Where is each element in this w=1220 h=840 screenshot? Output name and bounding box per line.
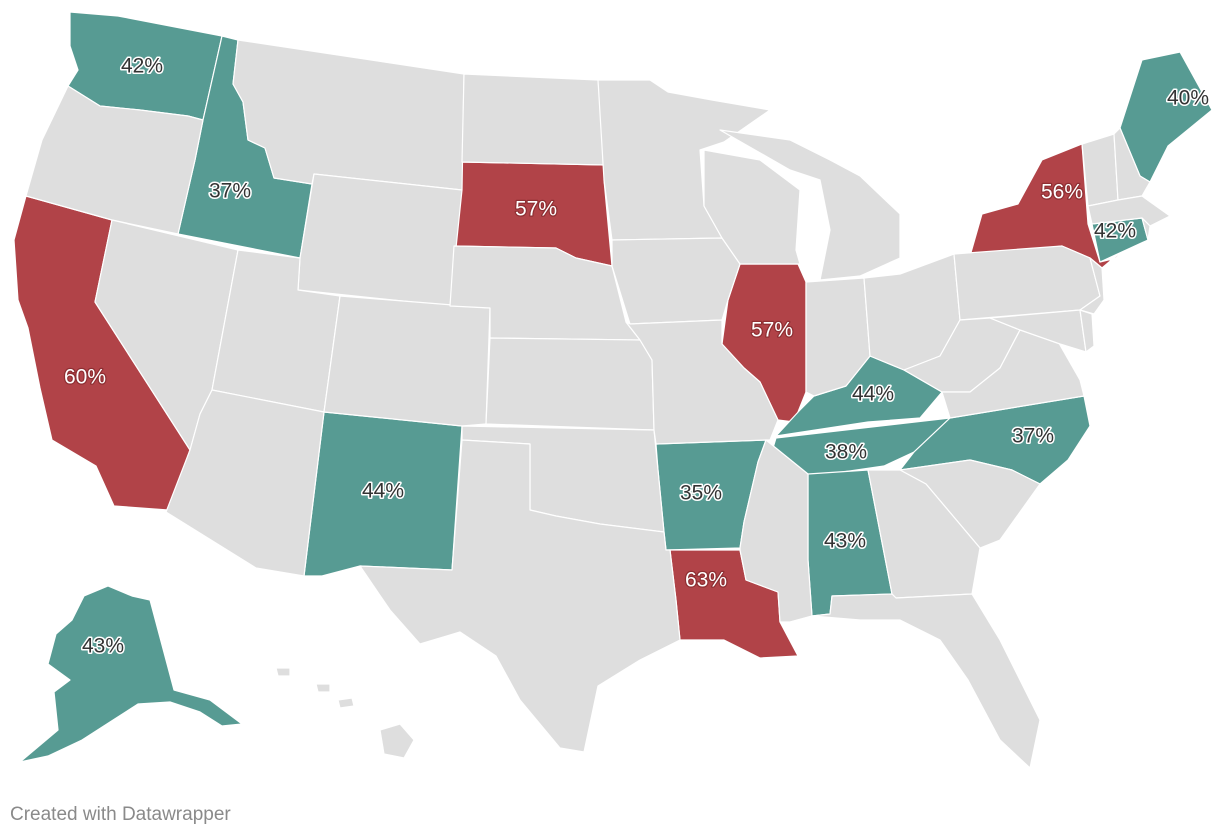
state-nd xyxy=(461,73,607,166)
state-label-ca: 60% xyxy=(64,366,106,389)
state-label-nm: 44% xyxy=(362,480,404,503)
state-md xyxy=(989,309,1087,353)
state-wi xyxy=(703,149,801,265)
state-fl xyxy=(811,593,1041,769)
state-mn xyxy=(597,79,771,241)
state-label-il: 57% xyxy=(751,319,793,342)
state-label-ct: 42% xyxy=(1094,220,1136,243)
state-wy xyxy=(297,173,463,307)
state-ia xyxy=(611,237,741,325)
state-mo xyxy=(625,319,779,445)
state-co xyxy=(323,295,491,427)
state-ri xyxy=(1141,217,1151,241)
us-state-map: 42% 37% 60% 57% 57% 56% 40% 42% 44% 38% 37% 44% 35% 4… xyxy=(13,11,1213,769)
state-label-wa: 42% xyxy=(121,55,163,78)
state-az xyxy=(165,389,325,577)
state-vt xyxy=(1081,133,1119,207)
state-ma xyxy=(1087,195,1171,227)
state-label-id: 37% xyxy=(209,180,251,203)
state-label-ar: 35% xyxy=(680,482,722,505)
state-mi xyxy=(719,129,901,281)
state-label-ak: 43% xyxy=(82,635,124,658)
state-label-la: 63% xyxy=(685,569,727,592)
state-label-al: 43% xyxy=(824,530,866,553)
credit-text[interactable]: Created with Datawrapper xyxy=(10,804,231,825)
state-or xyxy=(25,85,204,235)
state-ks xyxy=(485,337,655,431)
state-ak[interactable] xyxy=(19,585,243,763)
state-nj xyxy=(1079,257,1105,315)
state-label-ky: 44% xyxy=(852,383,894,406)
state-label-sd: 57% xyxy=(515,198,557,221)
state-label-me: 40% xyxy=(1167,87,1209,110)
state-ms xyxy=(739,439,813,623)
state-label-nc: 37% xyxy=(1012,425,1054,448)
state-label-ny: 56% xyxy=(1041,181,1083,204)
state-label-tn: 38% xyxy=(825,441,867,464)
state-hi xyxy=(275,667,415,759)
state-tx xyxy=(359,439,681,753)
state-pa xyxy=(953,245,1101,321)
